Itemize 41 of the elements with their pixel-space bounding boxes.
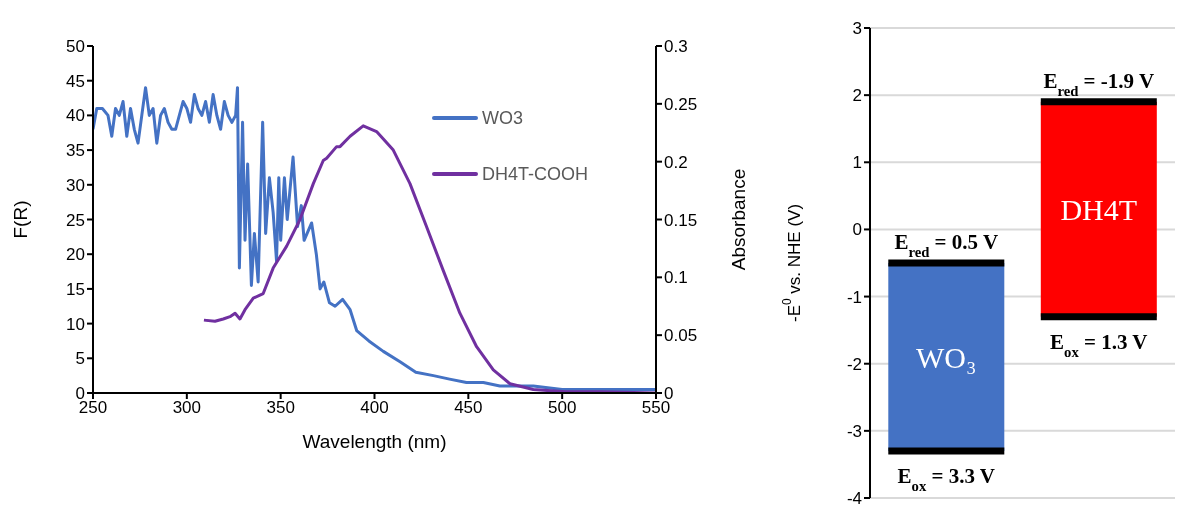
- y-tick-label: 2: [852, 86, 862, 106]
- x-tick-label: 400: [360, 398, 389, 418]
- y-tick-label: -1: [846, 287, 862, 307]
- annotation: DH4T: [1060, 192, 1138, 226]
- y-tick-label: 5: [75, 349, 85, 369]
- y-tick-label: 50: [66, 37, 85, 57]
- y-tick-label: 25: [66, 210, 85, 230]
- annotation: E$_{red}$ = 0.5 V: [894, 230, 999, 260]
- y-tick-label: 45: [66, 71, 85, 91]
- x-axis-title: Wavelength (nm): [302, 431, 447, 452]
- y-tick-label: 35: [66, 141, 85, 161]
- annotation: E$_{ox}$ = 3.3 V: [897, 464, 995, 494]
- y2-axis-title: Absorbance: [727, 168, 749, 271]
- annotation: E$_{red}$ = -1.9 V: [1043, 68, 1155, 99]
- annotation: E$_{ox}$ = 1.3 V: [1050, 329, 1148, 360]
- y-tick-label: 20: [66, 245, 85, 265]
- y2-tick-label: 0.3: [664, 37, 688, 57]
- y2-tick-label: 0.2: [664, 152, 688, 172]
- x-tick-label: 450: [454, 398, 483, 418]
- y-tick-label: 30: [66, 175, 85, 195]
- x-tick-label: 350: [266, 398, 295, 418]
- y2-tick-label: 0.1: [664, 268, 688, 288]
- legend-label: DH4T-COOH: [482, 163, 589, 185]
- y-tick-label: 10: [66, 314, 85, 334]
- y-tick-label: 15: [66, 279, 85, 299]
- y2-tick-label: 0.05: [664, 326, 698, 346]
- y-tick-label: 40: [66, 106, 85, 126]
- x-tick-label: 500: [547, 398, 577, 418]
- y-tick-label: 0: [852, 220, 862, 240]
- y2-tick-label: 0.15: [664, 210, 698, 230]
- x-tick-label: 300: [172, 398, 202, 418]
- y-tick-label: -4: [846, 489, 862, 509]
- annotation: WO₃: [916, 340, 977, 374]
- line-series: [202, 124, 656, 393]
- y-tick-label: -2: [846, 354, 862, 374]
- y-axis-title: F(R): [9, 200, 31, 239]
- legend-label: WO3: [482, 107, 524, 129]
- y2-tick-label: 0.25: [664, 94, 698, 114]
- y-tick-label: -3: [846, 421, 862, 441]
- y-tick-label: 3: [852, 19, 862, 39]
- y-tick-label: 1: [852, 153, 862, 173]
